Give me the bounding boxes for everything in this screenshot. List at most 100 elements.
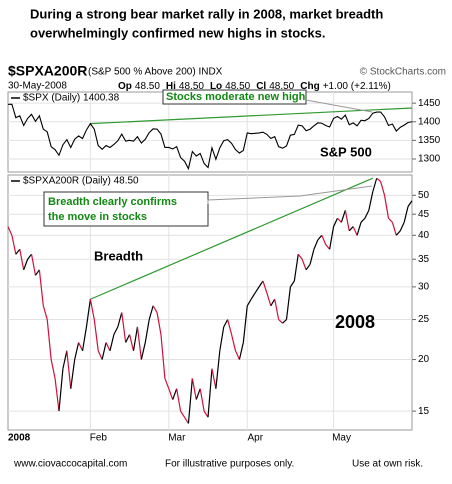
quote: Op 48.50 Hi 48.50 Lo 48.50 Cl 48.50 Chg +1.00 (+2… (118, 81, 391, 92)
line-segment (207, 368, 213, 418)
y-tick-label: 25 (418, 314, 430, 325)
line-segment (219, 326, 225, 351)
annotation: Breadth (94, 248, 143, 263)
line-segment (168, 388, 174, 400)
line-segment (105, 342, 111, 352)
line-segment (46, 319, 52, 360)
line-segment (274, 299, 280, 320)
line-segment (101, 342, 107, 360)
line-segment (227, 319, 233, 335)
y-tick-label: 15 (418, 406, 430, 417)
x-tick-label: May (332, 433, 351, 444)
y-tick-label: 50 (418, 190, 430, 201)
line-segment (30, 254, 37, 276)
note-box (43, 191, 209, 227)
line-segment (333, 217, 339, 227)
line-segment (321, 235, 327, 245)
quote-label: Hi (166, 81, 176, 92)
trendline (90, 107, 413, 125)
line-segment (215, 350, 221, 389)
line-segment (15, 248, 21, 255)
line-segment (407, 200, 413, 207)
line-segment (85, 299, 91, 327)
line-segment (337, 217, 342, 223)
series-line (8, 103, 413, 171)
line-segment (376, 177, 382, 182)
line-segment (356, 222, 362, 236)
line-segment (317, 234, 323, 241)
x-tick-label: 2008 (8, 433, 31, 444)
line-segment (399, 222, 405, 232)
line-segment (176, 388, 182, 412)
footer: Use at own risk. (352, 459, 423, 470)
line-segment (203, 410, 209, 418)
line-segment (187, 378, 193, 424)
line-segment (140, 342, 146, 360)
title-line: overwhelmingly confirmed new highs in st… (30, 25, 325, 40)
quote-value: 48.50 (179, 81, 204, 92)
line-segment (23, 259, 29, 270)
quote-value: 48.50 (225, 81, 250, 92)
line-segment (329, 226, 335, 250)
line-segment (285, 286, 292, 320)
line-segment (391, 222, 397, 236)
line-segment (301, 259, 307, 270)
line-segment (27, 253, 33, 260)
y-tick-label: 30 (418, 282, 430, 293)
line-segment (160, 334, 166, 379)
line-segment (250, 292, 256, 300)
line-segment (309, 249, 315, 265)
line-segment (180, 410, 186, 418)
line-segment (403, 206, 409, 223)
source: © StockCharts.com (360, 67, 446, 78)
line-segment (293, 254, 299, 282)
x-tick-label: Mar (168, 433, 186, 444)
quote-label: Lo (210, 81, 222, 92)
y-tick-label: 35 (418, 254, 430, 265)
line-segment (344, 210, 350, 231)
legend-label: $SPXA200R (Daily) 48.50 (23, 176, 139, 187)
line-segment (195, 388, 201, 400)
y-tick-label: 1400 (418, 116, 441, 127)
marks: 1300 1350 1400 1450 $SPX (Daily) 1400.38 15 20… (7, 92, 441, 444)
line-segment (395, 230, 401, 236)
line-segment (368, 191, 374, 211)
line-segment (289, 280, 295, 288)
line-segment (238, 342, 244, 360)
line-segment (129, 334, 135, 351)
x-tick-label: Feb (90, 433, 108, 444)
line-segment (50, 359, 56, 379)
line-segment (89, 299, 95, 320)
y-tick-label: 45 (418, 209, 430, 220)
y-tick-label: 20 (418, 354, 430, 365)
line-segment (372, 178, 378, 192)
y-tick-label: 1450 (418, 98, 441, 109)
line-segment (340, 210, 346, 223)
line-segment (183, 416, 189, 424)
quote-value: 48.50 (135, 81, 160, 92)
line-segment (117, 312, 123, 328)
annotation: the move in stocks (48, 211, 147, 223)
annotation: Breadth clearly confirms (48, 196, 177, 208)
line-segment (144, 319, 150, 343)
quote-label: Chg (300, 81, 319, 92)
line-segment (70, 359, 76, 389)
line-segment (352, 226, 358, 236)
footer: For illustrative purposes only. (165, 459, 294, 470)
line-segment (380, 181, 386, 196)
line-segment (93, 319, 99, 351)
line-segment (211, 368, 217, 389)
line-segment (125, 334, 131, 343)
line-segment (242, 305, 248, 343)
line-segment (246, 298, 252, 307)
y-tick-label: 1350 (418, 135, 441, 146)
line-segment (262, 280, 268, 294)
lower-panel (7, 174, 413, 431)
legend-label: $SPX (Daily) 1400.38 (23, 93, 120, 104)
line-segment (191, 378, 197, 400)
line-segment (270, 298, 276, 307)
line-segment (58, 368, 64, 412)
quote-value: 48.50 (269, 81, 294, 92)
title-line: During a strong bear market rally in 200… (30, 6, 383, 21)
